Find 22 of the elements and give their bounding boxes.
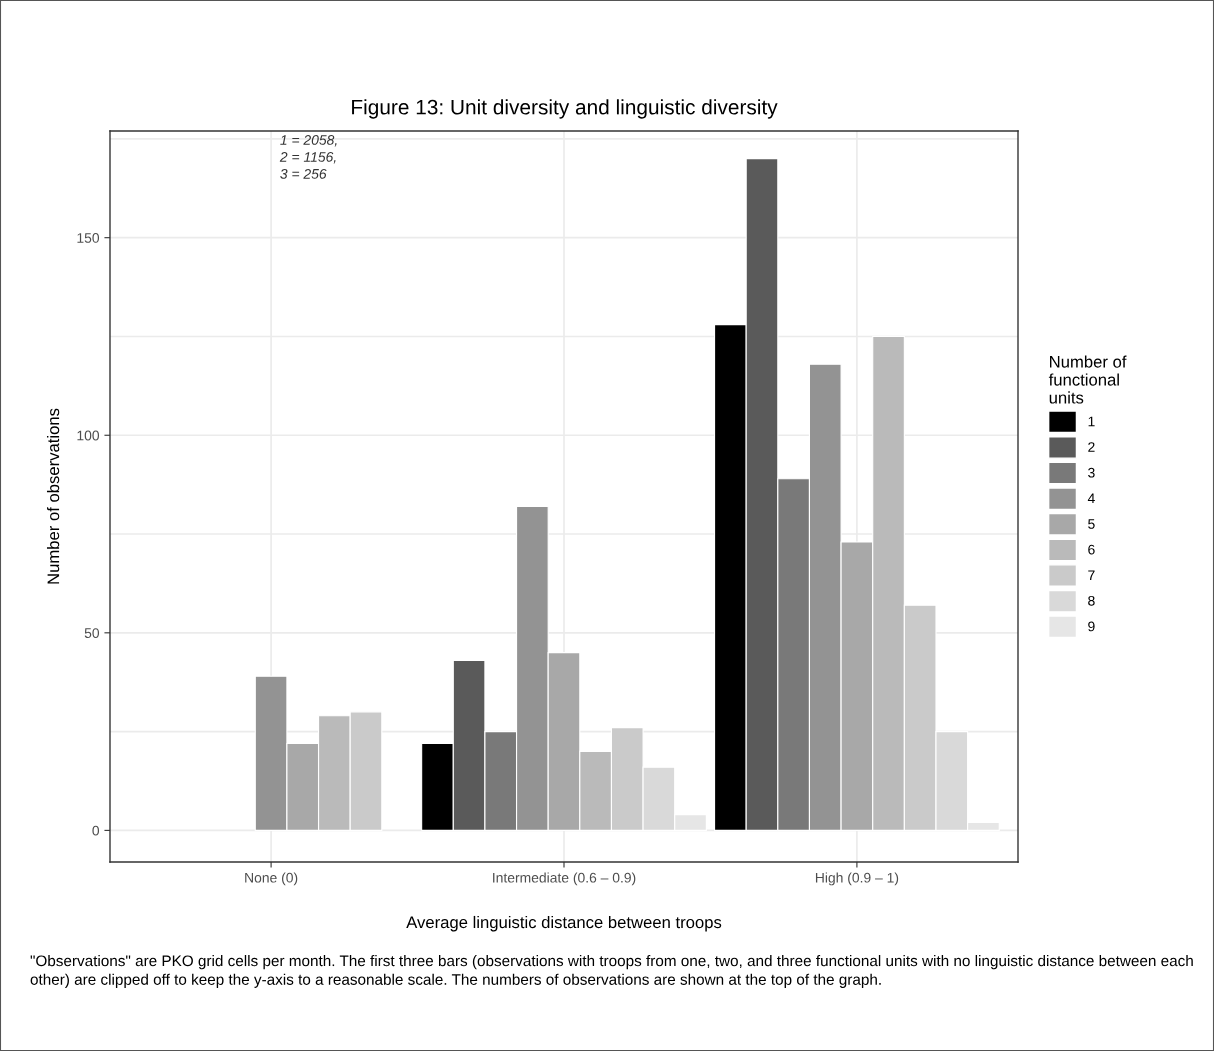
legend-label: 5: [1088, 519, 1095, 529]
x-tick-label: High (0.9 – 1): [815, 872, 899, 886]
legend-title: Number of functional units: [1048, 355, 1127, 404]
legend-label: 8: [1088, 595, 1095, 606]
y-tick-label: 0: [92, 825, 100, 836]
legend-label: 3: [1088, 467, 1095, 478]
y-axis-title: Number of observations: [46, 408, 60, 584]
y-tick-label: 150: [77, 233, 100, 243]
y-tick-label: 50: [84, 628, 100, 638]
legend-label: 7: [1088, 570, 1095, 580]
chart-title: Figure 13: Unit diversity and linguistic diversity: [352, 99, 778, 119]
legend-label: 6: [1088, 544, 1095, 555]
legend-label: 9: [1088, 621, 1095, 632]
legend-label: 1: [1088, 416, 1095, 427]
annotation: 1 = 2058, 2 = 1156, 3 = 256: [279, 135, 337, 179]
legend-label: 2: [1088, 442, 1095, 452]
x-axis-title: Average linguistic distance between troops: [406, 915, 722, 932]
legend-label: 4: [1087, 493, 1095, 504]
x-tick-label: None (0): [245, 872, 298, 886]
y-tick-label: 100: [77, 430, 100, 441]
x-tick-label: Intermediate (0.6 – 0.9): [493, 872, 636, 886]
text: "Observations" are PKO grid cells per month. The first three bars (observations with troops from one, two, and three functional units with no linguistic distance between each other) are clipped off to keep the y-axis to a reasonable scale. The numbers of observations are shown at the top of the graph.: [30, 955, 1193, 988]
